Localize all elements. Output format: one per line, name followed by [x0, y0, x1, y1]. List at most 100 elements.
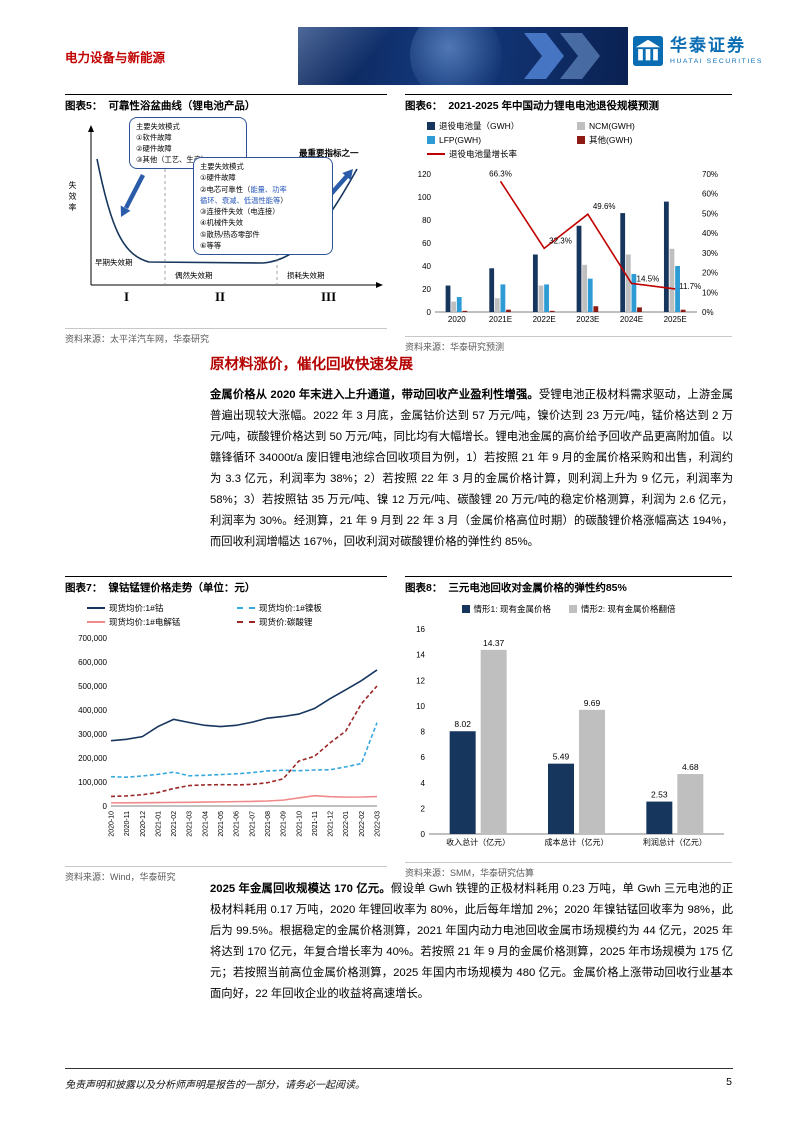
tick-label: 16 — [416, 625, 425, 634]
data-label: 2.53 — [651, 790, 668, 800]
tick-label: 12 — [416, 676, 425, 685]
legend-item: 现货均价:1#电解锰 — [87, 616, 237, 628]
figure-5-title: 图表5： 可靠性浴盆曲线（锂电池产品） — [65, 94, 387, 115]
bar — [587, 278, 593, 312]
legend-item: 现货均价:1#镍板 — [237, 602, 387, 614]
legend-swatch — [427, 136, 435, 144]
legend-item: 情形2: 现有金属价格翻倍 — [569, 603, 675, 615]
x-tick-label: 2021-01 — [155, 811, 162, 837]
figure-8-source: 资料来源：SMM，华泰研究估算 — [405, 862, 732, 879]
y-axis-arrow — [88, 125, 94, 132]
data-label: 66.3% — [489, 169, 512, 178]
failure-mode-box-2: 主要失效模式 ①硬件故障 ②电芯可靠性（能量、功率 循环、衰减、低温性能等） ③连接件失… — [193, 157, 333, 256]
x-tick-label: 2021-10 — [296, 811, 303, 837]
figure-6-title: 图表6： 2021-2025 年中国动力锂电电池退役规模预测 — [405, 94, 732, 115]
x-tick-label: 2020-10 — [109, 811, 116, 837]
data-label: 8.02 — [454, 719, 471, 729]
legend-label: 情形2: 现有金属价格翻倍 — [581, 604, 676, 614]
category-label: 2022E — [533, 315, 556, 324]
legend-swatch — [569, 605, 577, 613]
data-label: 14.37 — [483, 638, 505, 648]
figure-7-chart: 0 100,000 200,000 300,000 400,000 500,000 600,… — [78, 634, 381, 837]
bar — [663, 201, 669, 312]
figure-title-text: 2021-2025 年中国动力锂电电池退役规模预测 — [448, 100, 659, 112]
figure-5: 图表5： 可靠性浴盆曲线（锂电池产品） 失效率 主要失效模式 ①软件故障 ②硬件故障… — [65, 94, 387, 345]
figure-6-chart: 0 20 40 60 80 100 120 0% 10% 20% 30% 40% 50% 60% 70% 20… — [418, 169, 718, 324]
bar — [620, 213, 626, 312]
header-banner — [298, 27, 628, 85]
legend-item: 现货均价:1#钴 — [87, 602, 237, 614]
bar — [489, 268, 495, 312]
x-tick-label: 2021-09 — [281, 811, 288, 837]
legend-swatch — [427, 122, 435, 130]
category-label: 2025E — [664, 315, 687, 324]
callout-arrow-head — [120, 205, 131, 217]
bar — [449, 731, 476, 834]
bar — [677, 774, 704, 834]
tick-label: 20% — [702, 269, 718, 278]
legend-label: 退役电池量增长率 — [449, 149, 518, 159]
figure-7-title: 图表7： 镍钴锰锂价格走势（单位：元） — [65, 576, 387, 597]
tick-label: 400,000 — [78, 706, 107, 715]
figure-5-source: 资料来源：太平洋汽车网，华泰研究 — [65, 328, 387, 345]
brand-name-en: HUATAI SECURITIES — [670, 57, 763, 65]
x-tick-label: 2020-11 — [124, 811, 131, 836]
tick-label: 6 — [421, 753, 426, 762]
legend-swatch — [461, 605, 470, 613]
body-paragraph-2: 2025 年金属回收规模达 170 亿元。假设单 Gwh 铁锂的正极材料耗用 0… — [210, 883, 733, 1000]
tick-label: 10% — [702, 288, 718, 297]
tick-label: 120 — [418, 170, 432, 179]
tick-label: 2 — [421, 804, 426, 813]
figure-title-text: 三元电池回收对金属价格的弹性约85% — [448, 582, 627, 594]
bar — [637, 307, 642, 312]
bar — [675, 266, 680, 312]
legend-item: LFP(GWH) — [427, 134, 577, 146]
tick-label: 500,000 — [78, 682, 107, 691]
key-metric-label: 最重要指标之一 — [299, 148, 359, 158]
tick-label: 8 — [421, 728, 426, 737]
tick-label: 0 — [421, 830, 426, 839]
line-series — [110, 794, 378, 804]
tick-label: 600,000 — [78, 658, 107, 667]
legend-swatch — [237, 621, 255, 623]
legend-swatch — [427, 153, 445, 155]
bar — [506, 309, 511, 312]
data-label: 11.7% — [679, 282, 701, 291]
bar — [451, 301, 457, 312]
figure-label: 图表5： — [65, 100, 103, 112]
bar — [579, 709, 605, 834]
tick-label: 0% — [702, 308, 714, 317]
x-axis-arrow — [376, 282, 383, 288]
tick-label: 100,000 — [78, 778, 107, 787]
bar — [462, 310, 468, 312]
tick-label: 40% — [702, 229, 718, 238]
figure-label: 图表7： — [65, 582, 103, 594]
bar — [548, 763, 574, 834]
bar — [625, 254, 631, 312]
legend-item: 退役电池量（GWH） — [427, 120, 577, 132]
banner-graphic — [298, 27, 425, 85]
tick-label: 30% — [702, 249, 718, 258]
footer-disclaimer: 免责声明和披露以及分析师声明是报告的一部分，请务必一起阅读。 — [65, 1080, 365, 1091]
bar — [532, 254, 538, 312]
data-label: 49.6% — [593, 202, 616, 211]
figure-8: 图表8： 三元电池回收对金属价格的弹性约85% 情形1: 现有金属价格 情形2: … — [405, 576, 732, 879]
tick-label: 70% — [702, 170, 718, 179]
figure-label: 图表8： — [405, 582, 443, 594]
x-tick-label: 2021-08 — [265, 811, 272, 837]
bar — [494, 298, 500, 312]
phase-label-early: 早期失效期 — [95, 258, 133, 267]
growth-line — [499, 180, 676, 290]
legend-swatch — [577, 136, 585, 144]
data-label: 14.5% — [637, 274, 660, 283]
bar — [576, 225, 582, 312]
legend-item: 情形1: 现有金属价格 — [461, 603, 551, 615]
line-series — [110, 669, 378, 742]
legend-label: 退役电池量（GWH） — [439, 121, 520, 131]
phase-label-random: 偶然失效期 — [175, 271, 213, 280]
bathtub-diagram: 失效率 主要失效模式 ①软件故障 ②硬件故障 ③其他（工艺、生产） 主要失效模式 ①硬件… — [65, 117, 387, 325]
brand-name-cn: 华泰证券 — [670, 35, 746, 55]
tick-label: 40 — [422, 262, 431, 271]
legend-label: 现货均价:1#钴 — [109, 603, 164, 613]
